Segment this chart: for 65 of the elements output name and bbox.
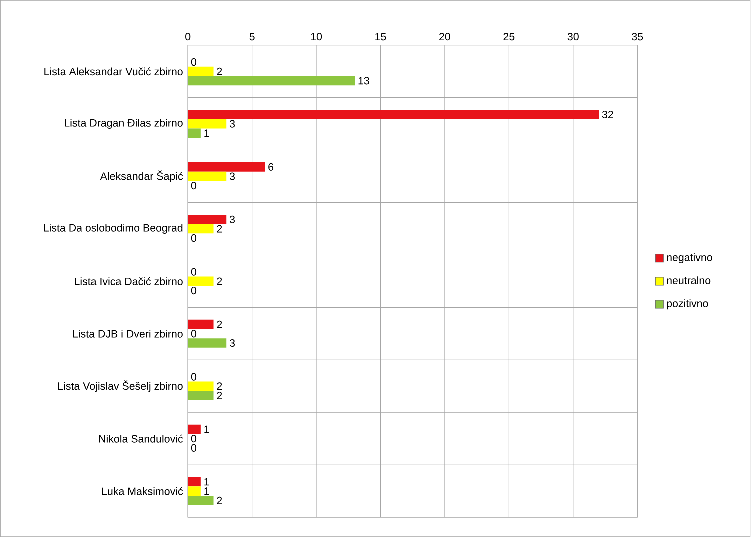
bar	[188, 478, 201, 487]
x-tick-label: 20	[440, 33, 450, 41]
y-tick-label: Nikola Sandulović	[99, 435, 184, 444]
bar	[188, 391, 214, 401]
data-label: 1	[204, 478, 210, 486]
data-label: 0	[191, 234, 197, 242]
data-label: 1	[204, 426, 210, 434]
data-label: 3	[230, 120, 236, 128]
y-tick-label: Lista Vojislav Šešelj zbirno	[58, 380, 183, 392]
data-label: 0	[191, 435, 197, 443]
bar	[188, 320, 214, 330]
data-label: 32	[602, 111, 614, 119]
bar	[188, 224, 214, 234]
x-tick-label: 10	[311, 33, 322, 41]
bar	[188, 128, 201, 138]
data-label: 0	[191, 287, 197, 295]
y-tick-label: Lista Dragan Đilas zbirno	[65, 119, 183, 130]
x-tick-label: 5	[250, 33, 255, 41]
data-label: 0	[191, 182, 197, 190]
data-label: 2	[217, 382, 222, 390]
legend-label: pozitivno	[667, 300, 708, 310]
data-label: 3	[230, 216, 236, 224]
data-label: 3	[230, 172, 236, 181]
y-tick-label: Lista Aleksandar Vučić zbirno	[44, 68, 183, 76]
bar	[188, 496, 214, 506]
data-label: 1	[204, 488, 210, 496]
y-tick-label: Lista Da oslobodimo Beograd	[44, 224, 183, 234]
bar	[188, 382, 214, 392]
bar	[188, 486, 201, 496]
bar	[188, 338, 227, 348]
bar	[188, 162, 266, 172]
data-label: 2	[217, 392, 222, 400]
x-tick-label: 25	[504, 33, 515, 41]
y-tick-label: Lista Ivica Dačić zbirno	[75, 278, 183, 286]
data-label: 2	[217, 497, 222, 505]
data-label: 0	[191, 330, 197, 338]
data-label: 2	[217, 278, 222, 286]
legend-label: negativno	[667, 254, 712, 264]
data-label: 2	[217, 225, 222, 233]
data-label: 6	[268, 164, 274, 172]
data-label: 0	[191, 58, 197, 66]
y-tick-label: Lista DJB i Dveri zbirno	[73, 330, 183, 338]
bar	[188, 76, 356, 86]
legend-label: neutralno	[667, 276, 711, 285]
data-label: 0	[191, 373, 197, 382]
bar	[188, 120, 227, 129]
data-label: 2	[217, 321, 222, 329]
bar	[188, 215, 227, 225]
data-label: 13	[358, 77, 370, 85]
bar	[188, 425, 201, 434]
bar	[188, 172, 227, 182]
bar	[188, 277, 214, 286]
data-label: 2	[217, 68, 222, 76]
x-tick-label: 30	[568, 33, 579, 41]
bar	[188, 67, 214, 76]
y-tick-label: Luka Maksimović	[102, 488, 184, 496]
data-label: 0	[191, 268, 197, 276]
data-label: 0	[191, 444, 197, 452]
bar	[188, 110, 600, 120]
x-tick-label: 15	[376, 33, 386, 41]
y-tick-label: Aleksandar Šapić	[100, 170, 184, 183]
data-label: 3	[230, 340, 236, 348]
data-label: 1	[204, 130, 210, 138]
x-tick-label: 0	[186, 33, 191, 41]
x-tick-label: 35	[632, 33, 644, 41]
